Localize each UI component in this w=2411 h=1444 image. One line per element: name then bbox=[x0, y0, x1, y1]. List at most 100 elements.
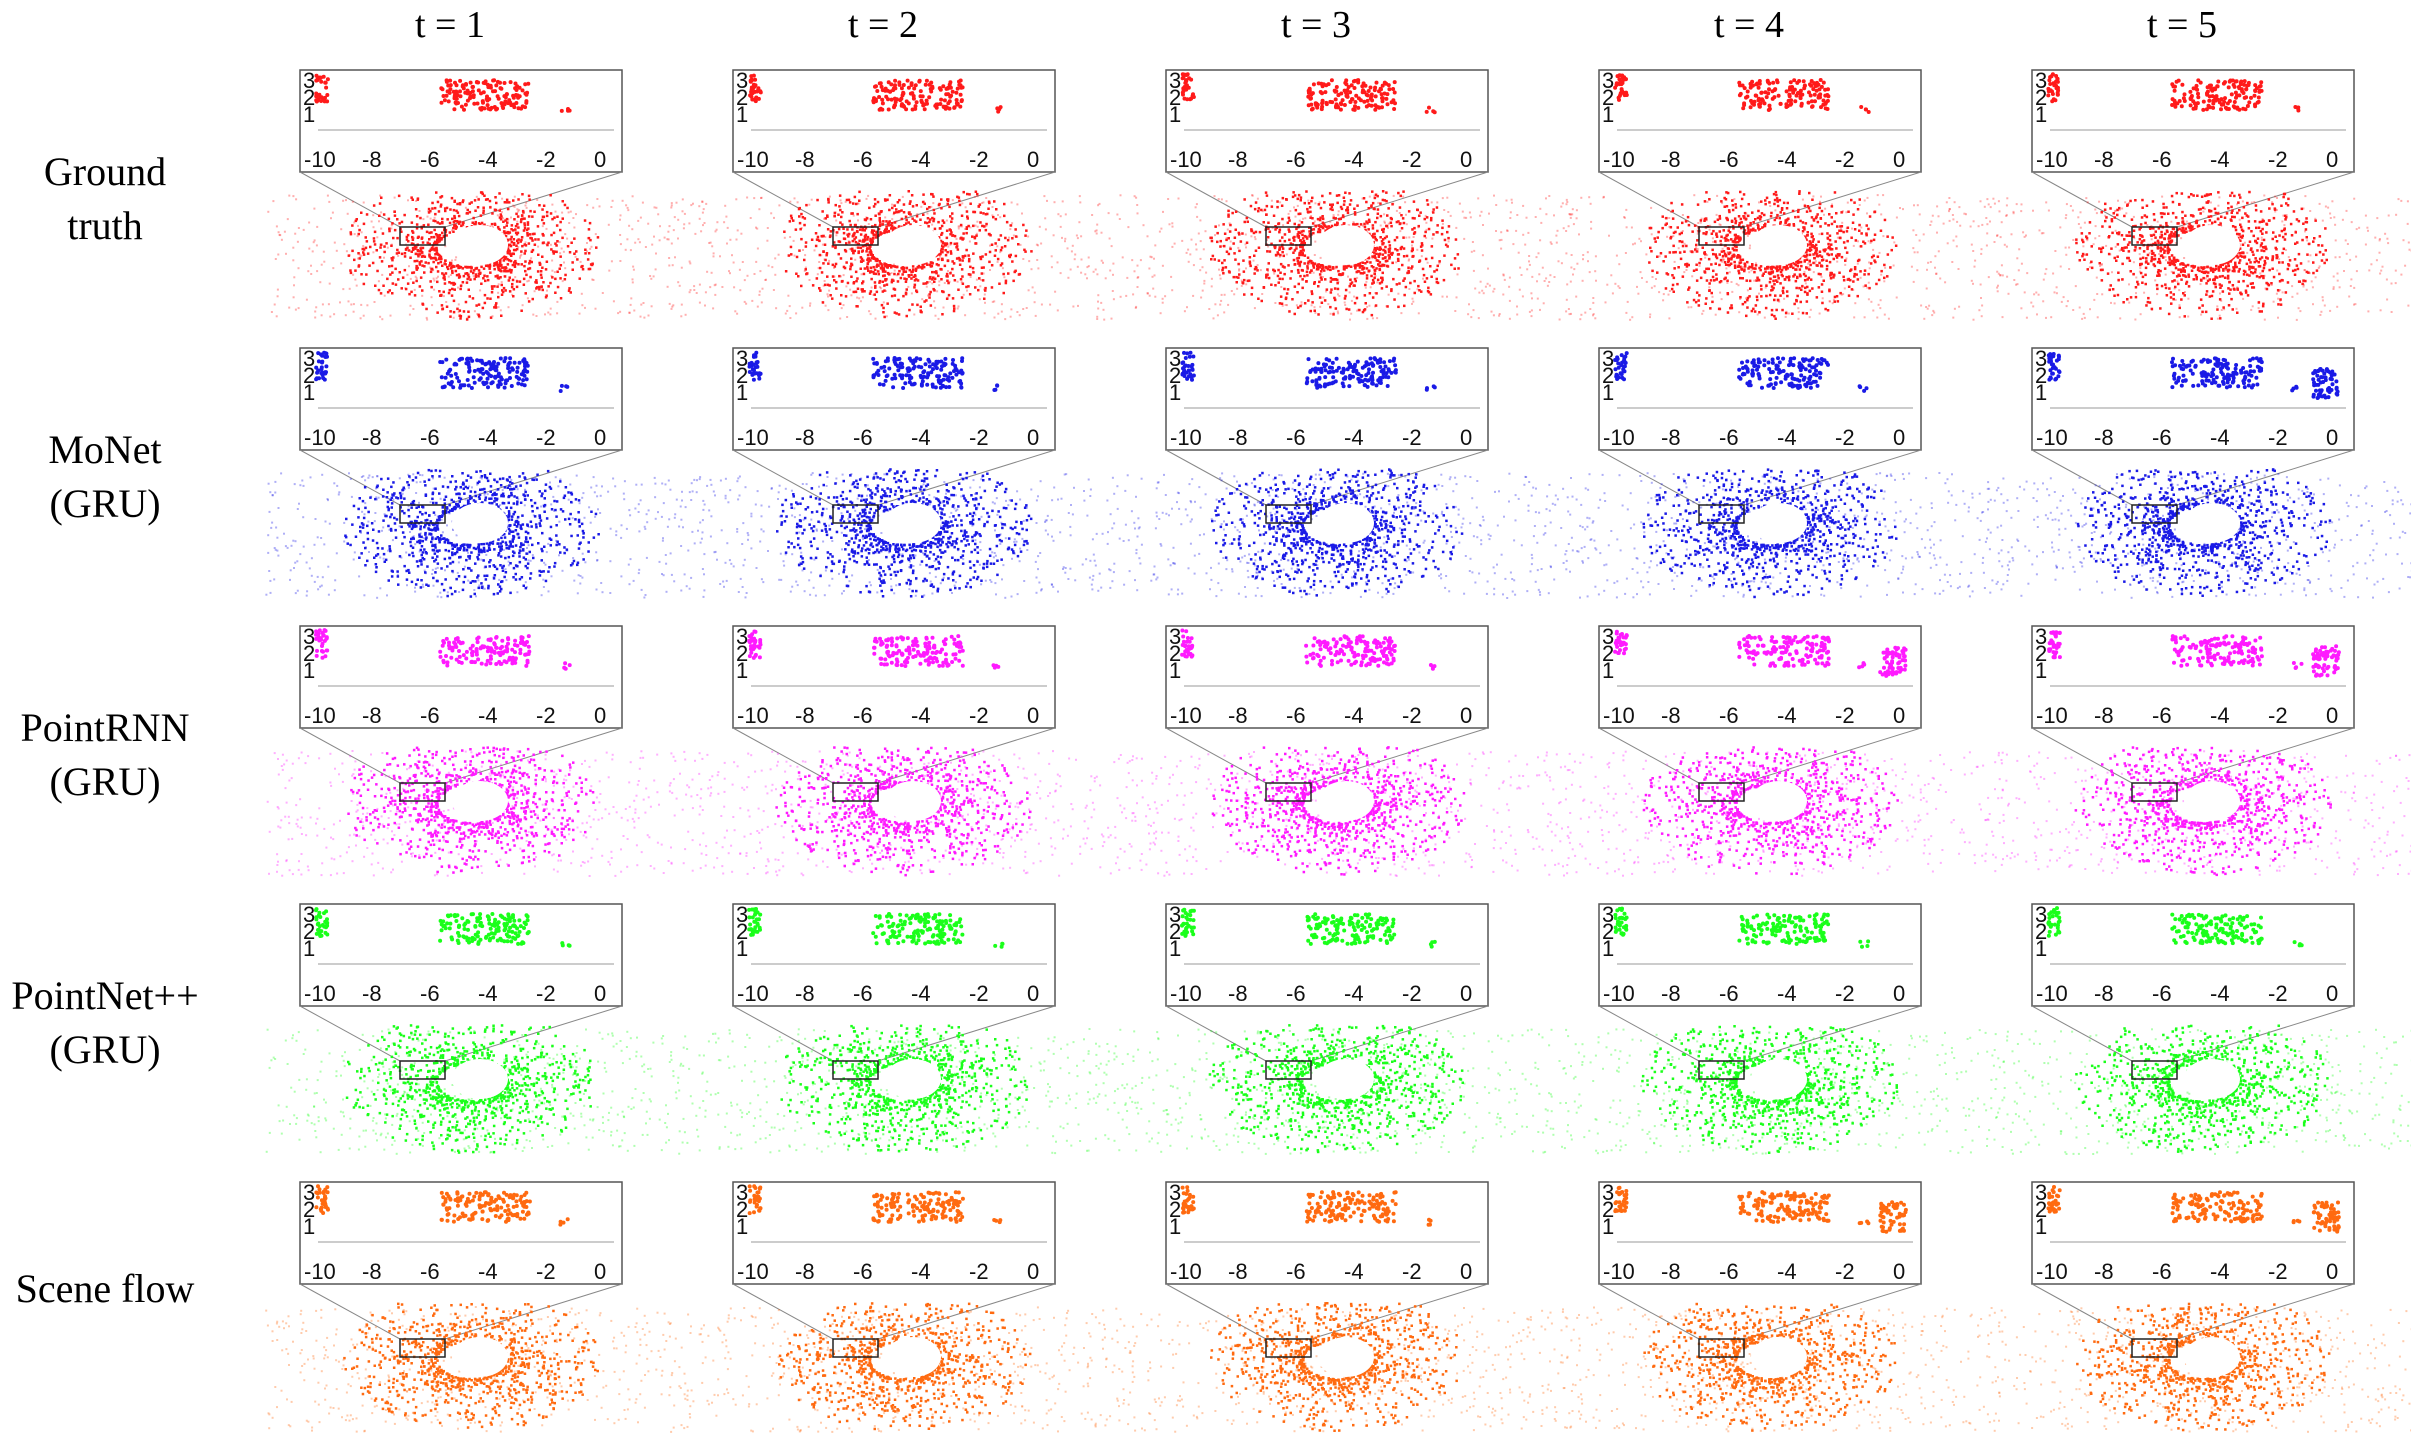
cloud-point bbox=[1299, 213, 1302, 216]
inset-point bbox=[486, 83, 490, 87]
column-header: t = 3 bbox=[1166, 2, 1466, 48]
cloud-point bbox=[357, 235, 359, 237]
cloud-point bbox=[805, 245, 808, 248]
cloud-point bbox=[880, 263, 883, 266]
cloud-point bbox=[1254, 307, 1256, 309]
cloud-point bbox=[549, 282, 552, 285]
cloud-point bbox=[1278, 249, 1281, 252]
cloud-point bbox=[867, 260, 870, 263]
cloud-point bbox=[1411, 265, 1414, 268]
cloud-point bbox=[1103, 309, 1105, 311]
cloud-point bbox=[406, 247, 409, 250]
cloud-point bbox=[391, 259, 394, 262]
cloud-point bbox=[1398, 282, 1401, 285]
cloud-point bbox=[1003, 292, 1006, 295]
cloud-point bbox=[851, 250, 854, 253]
cloud-point bbox=[1364, 294, 1367, 297]
cloud-point bbox=[1366, 261, 1369, 264]
inset-point bbox=[923, 107, 927, 111]
cloud-point bbox=[454, 200, 457, 203]
cloud-point bbox=[394, 229, 397, 232]
cloud-point bbox=[465, 301, 468, 304]
cloud-point bbox=[1238, 233, 1241, 236]
cloud-point bbox=[1374, 197, 1377, 200]
connector-line bbox=[1599, 172, 1699, 227]
cloud-point bbox=[411, 236, 414, 239]
cloud-point bbox=[351, 250, 354, 253]
cloud-point bbox=[527, 221, 530, 224]
cloud-point bbox=[482, 277, 485, 280]
cloud-point bbox=[956, 196, 959, 199]
cloud-point bbox=[896, 266, 899, 269]
cloud-point bbox=[648, 315, 650, 317]
cloud-point bbox=[363, 253, 366, 256]
inset-point bbox=[1773, 87, 1777, 91]
inset-point bbox=[957, 80, 961, 84]
cloud-point bbox=[1810, 309, 1812, 311]
cloud-point bbox=[1324, 225, 1327, 228]
cloud-point bbox=[754, 273, 756, 275]
cloud-point bbox=[1952, 214, 1954, 216]
cloud-point bbox=[394, 214, 397, 217]
cloud-point bbox=[1032, 286, 1034, 288]
cloud-point bbox=[397, 255, 399, 257]
cloud-point bbox=[313, 241, 315, 243]
cloud-point bbox=[995, 218, 998, 221]
cloud-point bbox=[1238, 270, 1240, 272]
cloud-point bbox=[1297, 306, 1300, 309]
cloud-point bbox=[994, 317, 996, 319]
cloud-point bbox=[451, 270, 454, 273]
cloud-point bbox=[1426, 229, 1428, 231]
cloud-point bbox=[903, 277, 906, 280]
cloud-point bbox=[1437, 265, 1440, 268]
cloud-point bbox=[828, 260, 830, 262]
cloud-point bbox=[888, 220, 891, 223]
cloud-point bbox=[1301, 287, 1304, 290]
cloud-point bbox=[398, 252, 401, 255]
cloud-point bbox=[1956, 245, 1958, 247]
cloud-point bbox=[1282, 224, 1284, 226]
cloud-point bbox=[1989, 221, 1991, 223]
cloud-point bbox=[1276, 206, 1279, 209]
cloud-point bbox=[452, 231, 455, 234]
cloud-point bbox=[446, 266, 449, 269]
cloud-point bbox=[1971, 280, 1973, 282]
cloud-point bbox=[1884, 314, 1886, 316]
cloud-point bbox=[457, 264, 460, 267]
cloud-point bbox=[394, 268, 397, 271]
cloud-point bbox=[1169, 223, 1171, 225]
cloud-point bbox=[1353, 208, 1356, 211]
cloud-point bbox=[1952, 317, 1954, 319]
inset-point bbox=[1359, 98, 1363, 102]
cloud-point bbox=[448, 276, 450, 278]
cloud-point bbox=[1649, 314, 1651, 316]
cloud-point bbox=[1293, 206, 1295, 208]
cloud-point bbox=[905, 219, 908, 222]
cloud-point bbox=[1366, 267, 1369, 270]
cloud-point bbox=[809, 302, 811, 304]
cloud-point bbox=[875, 273, 878, 276]
cloud-point bbox=[818, 240, 821, 243]
cloud-point bbox=[1632, 243, 1634, 245]
cloud-point bbox=[1382, 238, 1385, 241]
cloud-point bbox=[1731, 281, 1733, 283]
cloud-point bbox=[701, 201, 703, 203]
cloud-point bbox=[1337, 214, 1339, 216]
cloud-point bbox=[1278, 281, 1281, 284]
cloud-point bbox=[1446, 296, 1448, 298]
cloud-point bbox=[879, 219, 882, 222]
inset-point bbox=[446, 84, 450, 88]
cloud-point bbox=[1234, 258, 1237, 261]
cloud-point bbox=[808, 204, 810, 206]
cloud-point bbox=[1214, 303, 1216, 305]
cloud-point bbox=[880, 232, 883, 235]
cloud-point bbox=[303, 229, 305, 231]
cloud-point bbox=[984, 289, 987, 292]
cloud-point bbox=[292, 247, 294, 249]
cloud-point bbox=[279, 234, 281, 236]
cloud-point bbox=[1268, 277, 1271, 280]
cloud-point bbox=[396, 249, 399, 252]
cloud-point bbox=[608, 224, 610, 226]
cloud-point bbox=[1302, 252, 1305, 255]
